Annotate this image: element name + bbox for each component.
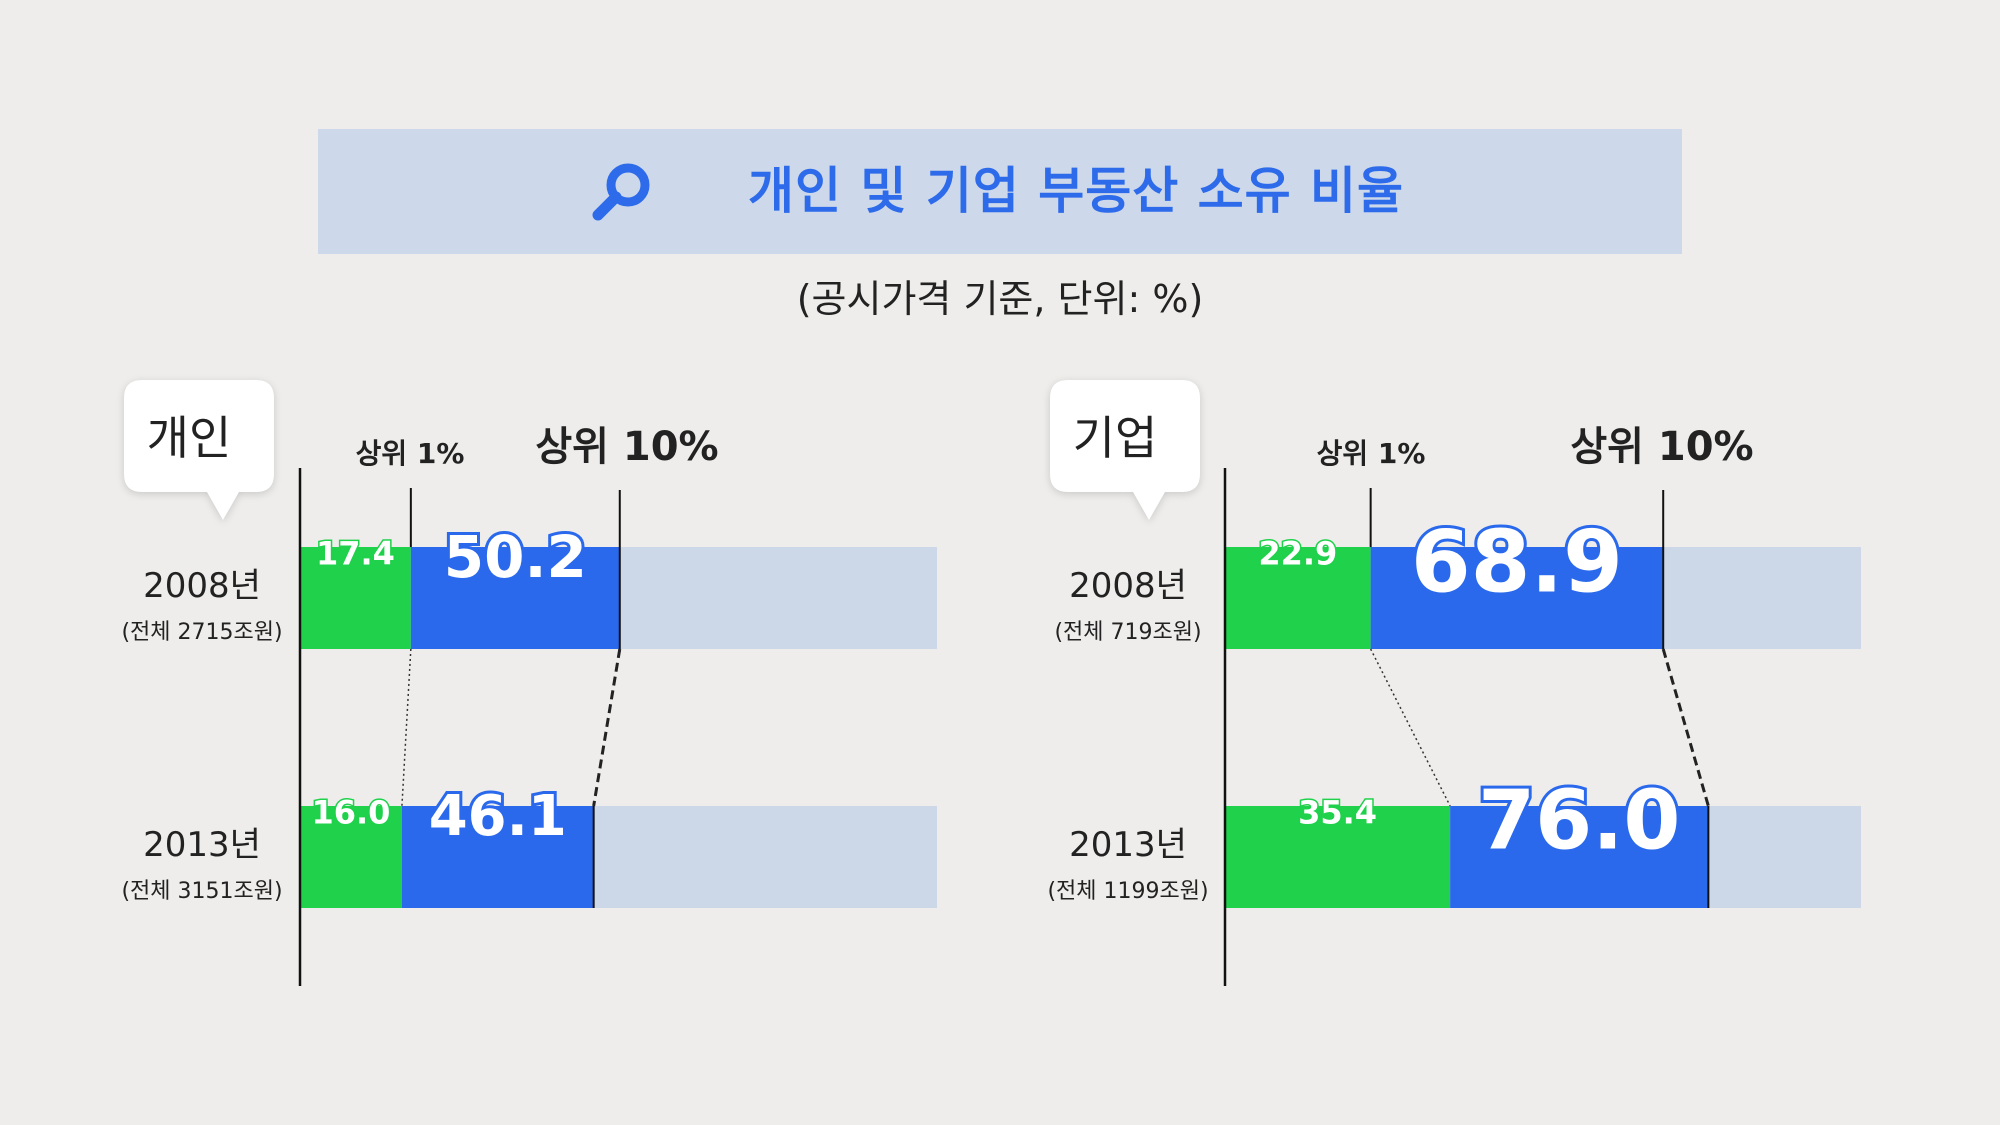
search-icon [592,163,650,221]
panel-1-label-top10-1: 46.1 [429,784,567,849]
panel-2-label-top10-1: 76.0 [1478,774,1680,869]
panel-2-bar-top10-0 [1370,547,1664,649]
panel-2-label-top10-0: 68.9 [1411,513,1623,613]
panel-2-legend-top1: 상위 1% [1317,437,1426,470]
panel-2-category-0: 2008년 [1069,566,1187,606]
panel-1-category-note-1: (전체 3151조원) [121,879,282,904]
chart-subtitle: (공시가격 기준, 단위: %) [796,277,1204,321]
panel-1-label-top10-0: 50.2 [444,523,587,591]
panel-2-bar-top1-0 [1225,547,1371,649]
panel-1-connector-top10 [592,648,622,807]
panel-2-label-top1-1: 35.4 [1298,794,1377,832]
panel-1-category-0: 2008년 [143,566,261,606]
panel-1-legend-top10: 상위 10% [535,424,718,470]
panel-1-bubble-label: 개인 [147,411,232,465]
panel-2-connector-top1 [1369,648,1451,807]
panel-2-legend-top10: 상위 10% [1570,424,1753,470]
title-banner: 개인 및 기업 부동산 소유 비율 [318,129,1682,254]
panel-2-bar-top1-1 [1225,806,1451,908]
page-title: 개인 및 기업 부동산 소유 비율 [748,162,1405,220]
panel-1-connector-top1 [401,648,412,807]
panel-1-bubble [122,380,274,520]
panel-1-label-top1-1: 16.0 [311,794,390,832]
panel-2-category-1: 2013년 [1069,825,1187,865]
panel-1-bar-top10-1 [401,806,594,908]
panel-1-label-top1-0: 17.4 [316,535,395,573]
panel-2-category-note-1: (전체 1199조원) [1047,879,1208,904]
panel-1-category-1: 2013년 [143,825,261,865]
panel-1-bar-top1-1 [300,806,402,908]
panel-2-label-top1-0: 22.9 [1258,535,1337,573]
panel-1-category-note-0: (전체 2715조원) [121,620,282,645]
panel-2-bar-top10-1 [1450,806,1709,908]
panel-2-category-note-0: (전체 719조원) [1054,620,1201,645]
panel-2-bubble [1048,380,1200,520]
panel-1-bar-top1-0 [300,547,411,649]
panel-1-bar-top10-0 [410,547,620,649]
panel-1-legend-top1: 상위 1% [356,437,465,470]
panel-2-bubble-label: 기업 [1073,411,1158,465]
